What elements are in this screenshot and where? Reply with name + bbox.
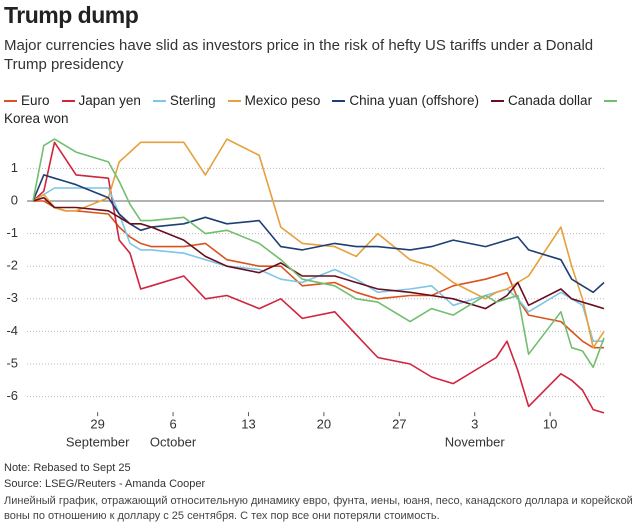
description: Линейный график, отражающий относительну… <box>4 495 633 522</box>
legend-swatch <box>227 100 241 103</box>
legend: Euro Japan yen Sterling Mexico peso China yu… <box>4 92 626 128</box>
chart: -6 -5 -4 -3 -2 -1 0 1 29 6 13 20 27 3 10 September Octob… <box>6 138 605 450</box>
chart-title: Trump dump <box>4 2 139 28</box>
y-tick-label: -1 <box>6 225 18 240</box>
legend-label: Sterling <box>169 93 216 108</box>
x-tick-label: 6 <box>169 417 176 432</box>
x-tick-label: 29 <box>90 417 104 432</box>
y-tick-label: -5 <box>6 355 18 370</box>
legend-swatch <box>152 100 166 103</box>
series-line <box>32 138 605 369</box>
legend-label: Mexico peso <box>244 93 321 108</box>
x-tick-label: 27 <box>392 417 406 432</box>
x-month-label: September <box>66 435 130 450</box>
legend-swatch <box>491 100 504 103</box>
series-line <box>32 141 605 414</box>
x-tick-label: 3 <box>471 417 478 432</box>
legend-item: Mexico peso <box>227 93 321 108</box>
legend-swatch <box>4 100 17 103</box>
series-line <box>32 174 605 294</box>
x-month-label: October <box>150 435 197 450</box>
series-line <box>33 200 604 349</box>
y-tick-label: 1 <box>11 160 18 175</box>
x-tick-label: 10 <box>543 417 557 432</box>
series-line <box>32 138 605 349</box>
legend-label: Canada dollar <box>508 93 593 108</box>
legend-item: China yuan (offshore) <box>332 93 479 108</box>
legend-label: China yuan (offshore) <box>349 93 479 108</box>
y-tick-label: -3 <box>6 290 18 305</box>
note: Note: Rebased to Sept 25 <box>4 462 131 474</box>
legend-item: Euro <box>4 93 50 108</box>
y-tick-label: -6 <box>6 388 18 403</box>
y-tick-label: -2 <box>6 258 18 273</box>
x-tick-label: 20 <box>317 417 331 432</box>
series-line <box>32 187 604 342</box>
legend-label: Japan yen <box>78 93 141 108</box>
legend-item: Canada dollar <box>491 93 592 108</box>
legend-item: Japan yen <box>61 93 141 108</box>
y-tick-label: -4 <box>6 323 18 338</box>
legend-label: Korea won <box>4 111 69 126</box>
legend-item: Korea won <box>4 93 621 126</box>
y-tick-label: 0 <box>11 192 18 207</box>
chart-subtitle: Major currencies have slid as investors … <box>4 37 594 73</box>
legend-label: Euro <box>21 93 50 108</box>
legend-swatch <box>604 100 618 103</box>
x-month-label: November <box>445 435 506 450</box>
legend-swatch <box>332 100 346 103</box>
legend-item: Sterling <box>152 93 216 108</box>
source: Source: LSEG/Reuters - Amanda Cooper <box>4 478 206 490</box>
legend-swatch <box>61 100 75 103</box>
x-tick-label: 13 <box>241 417 255 432</box>
series-line <box>32 196 605 310</box>
